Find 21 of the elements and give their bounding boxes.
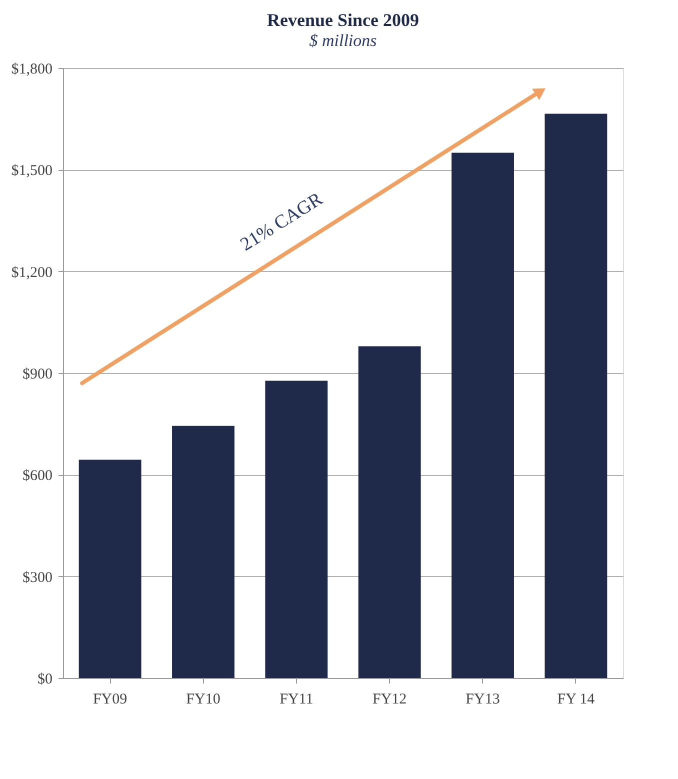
y-tick-label: $0 <box>38 672 52 688</box>
x-tick-label: FY12 <box>372 692 407 708</box>
y-tick-label: $1,500 <box>11 163 52 180</box>
bar <box>78 460 142 678</box>
chart-subtitle: $ millions <box>309 31 378 50</box>
x-tick-label: FY11 <box>280 692 314 708</box>
bar <box>265 380 328 678</box>
bar <box>358 346 421 678</box>
bar <box>452 152 514 678</box>
y-tick-label: $300 <box>22 570 52 586</box>
x-tick-label: FY 14 <box>557 692 596 708</box>
x-tick-label: FY10 <box>186 692 220 708</box>
bar <box>544 114 608 678</box>
x-tick-label: FY13 <box>466 692 500 708</box>
y-tick-label: $1,800 <box>11 62 52 78</box>
y-tick-label: $900 <box>22 366 52 382</box>
bar <box>172 426 234 678</box>
y-tick-label: $600 <box>22 468 52 484</box>
x-tick-label: FY09 <box>92 692 128 708</box>
chart-title: Revenue Since 2009 <box>267 10 419 30</box>
y-tick-label: $1,200 <box>11 264 52 281</box>
